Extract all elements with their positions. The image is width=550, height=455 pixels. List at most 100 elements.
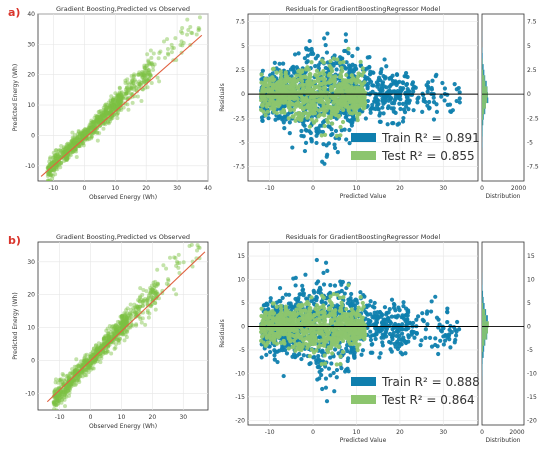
data-point xyxy=(102,112,107,117)
data-point xyxy=(111,326,116,331)
data-point xyxy=(56,393,61,398)
data-point xyxy=(114,100,119,105)
data-point xyxy=(119,325,124,330)
data-point xyxy=(75,131,80,136)
train-point xyxy=(377,119,382,124)
data-point xyxy=(103,335,108,340)
train-point xyxy=(332,283,338,288)
data-point xyxy=(116,98,121,103)
data-point xyxy=(142,63,147,68)
data-point xyxy=(91,366,96,371)
data-point xyxy=(84,127,89,132)
data-point xyxy=(82,356,87,361)
data-point xyxy=(150,287,155,292)
data-point xyxy=(101,336,106,341)
train-point xyxy=(265,302,270,307)
test-point xyxy=(299,75,304,81)
train-point xyxy=(395,80,400,85)
train-point xyxy=(401,304,406,309)
data-point xyxy=(139,98,144,103)
data-point xyxy=(111,101,116,106)
train-point xyxy=(414,331,419,336)
data-point xyxy=(86,359,91,364)
residuals-plot: Residuals for GradientBoostingRegressor … xyxy=(219,5,480,200)
data-point xyxy=(95,347,100,352)
data-point xyxy=(99,120,104,125)
data-point xyxy=(151,298,156,303)
data-point xyxy=(70,141,75,146)
data-point xyxy=(106,336,111,341)
test-point xyxy=(271,102,276,107)
test-point xyxy=(318,81,323,87)
train-point xyxy=(334,375,339,380)
data-point xyxy=(82,363,87,368)
y-tick-label: 0 xyxy=(527,91,531,98)
train-point xyxy=(434,109,440,114)
data-point xyxy=(148,48,153,53)
data-point xyxy=(82,358,87,363)
data-point xyxy=(93,123,98,128)
train-point xyxy=(317,285,323,290)
data-point xyxy=(64,156,69,161)
data-point xyxy=(93,350,98,355)
y-tick-label: 2.5 xyxy=(235,67,245,74)
y-tick-label: 10 xyxy=(27,325,35,332)
test-point xyxy=(287,77,292,82)
train-point xyxy=(421,319,426,324)
data-point xyxy=(121,105,126,110)
data-point xyxy=(115,98,120,103)
histogram-bar-test xyxy=(482,114,484,120)
train-point xyxy=(375,310,380,315)
data-point xyxy=(146,59,151,64)
train-point xyxy=(321,282,327,287)
data-point xyxy=(106,337,111,342)
test-point xyxy=(330,93,335,98)
data-point xyxy=(55,152,60,157)
y-tick-label: -10 xyxy=(25,391,35,398)
data-point xyxy=(119,321,124,326)
train-point xyxy=(368,318,373,324)
data-point xyxy=(143,85,148,90)
data-point xyxy=(51,167,56,172)
data-point xyxy=(91,120,96,125)
data-point xyxy=(123,317,128,322)
test-point xyxy=(322,72,327,77)
data-point xyxy=(87,363,92,368)
train-point xyxy=(307,38,312,44)
test-point xyxy=(308,74,313,79)
train-point xyxy=(415,314,421,319)
data-point xyxy=(76,128,81,133)
data-point xyxy=(66,141,71,146)
data-point xyxy=(67,390,72,395)
data-point xyxy=(91,352,96,357)
train-point xyxy=(346,356,351,361)
data-point xyxy=(80,129,85,134)
data-point xyxy=(78,374,83,379)
train-point xyxy=(368,107,373,112)
data-point xyxy=(98,117,103,122)
data-point xyxy=(141,287,146,292)
data-point xyxy=(164,266,169,271)
data-point xyxy=(88,354,93,359)
data-point xyxy=(93,359,98,364)
data-point xyxy=(79,364,84,369)
data-point xyxy=(146,293,151,298)
data-point xyxy=(105,105,110,110)
data-point xyxy=(105,333,110,338)
data-point xyxy=(103,114,108,119)
data-point xyxy=(80,369,85,374)
data-point xyxy=(138,80,143,85)
data-point xyxy=(52,389,57,394)
train-point xyxy=(433,336,438,341)
data-point xyxy=(65,141,70,146)
data-point xyxy=(91,119,96,124)
test-point xyxy=(265,109,270,114)
test-point xyxy=(263,113,268,118)
data-point xyxy=(61,147,66,152)
train-point xyxy=(395,122,400,127)
train-point xyxy=(425,103,430,108)
train-point xyxy=(299,128,304,134)
data-point xyxy=(81,369,86,374)
train-point xyxy=(281,373,286,379)
data-point xyxy=(76,371,81,376)
